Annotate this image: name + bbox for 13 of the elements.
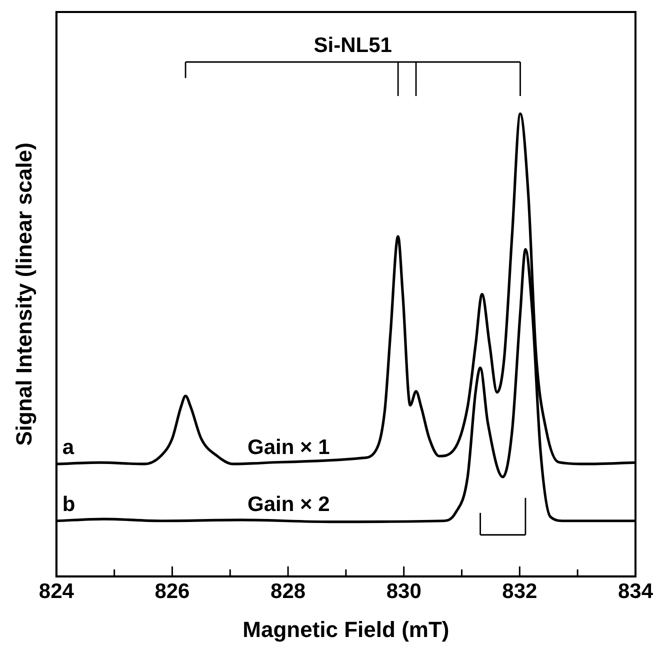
annotation: Gain × 2 [247, 492, 330, 516]
text: Si-NL51 [314, 34, 392, 57]
x-tick-label: 832 [502, 580, 538, 603]
x-tick-label: 828 [270, 580, 306, 603]
x-tick-label: 826 [154, 580, 190, 603]
series-label: a [62, 436, 74, 459]
series-label: b [62, 492, 76, 516]
y-axis-title: Signal Intensity (linear scale) [11, 142, 36, 446]
x-axis-title: Magnetic Field (mT) [242, 616, 450, 642]
x-tick-label: 824 [38, 580, 74, 603]
x-tick-label: 830 [386, 580, 422, 603]
annotation: Gain × 1 [247, 436, 330, 459]
x-tick-label: 834 [618, 580, 654, 603]
